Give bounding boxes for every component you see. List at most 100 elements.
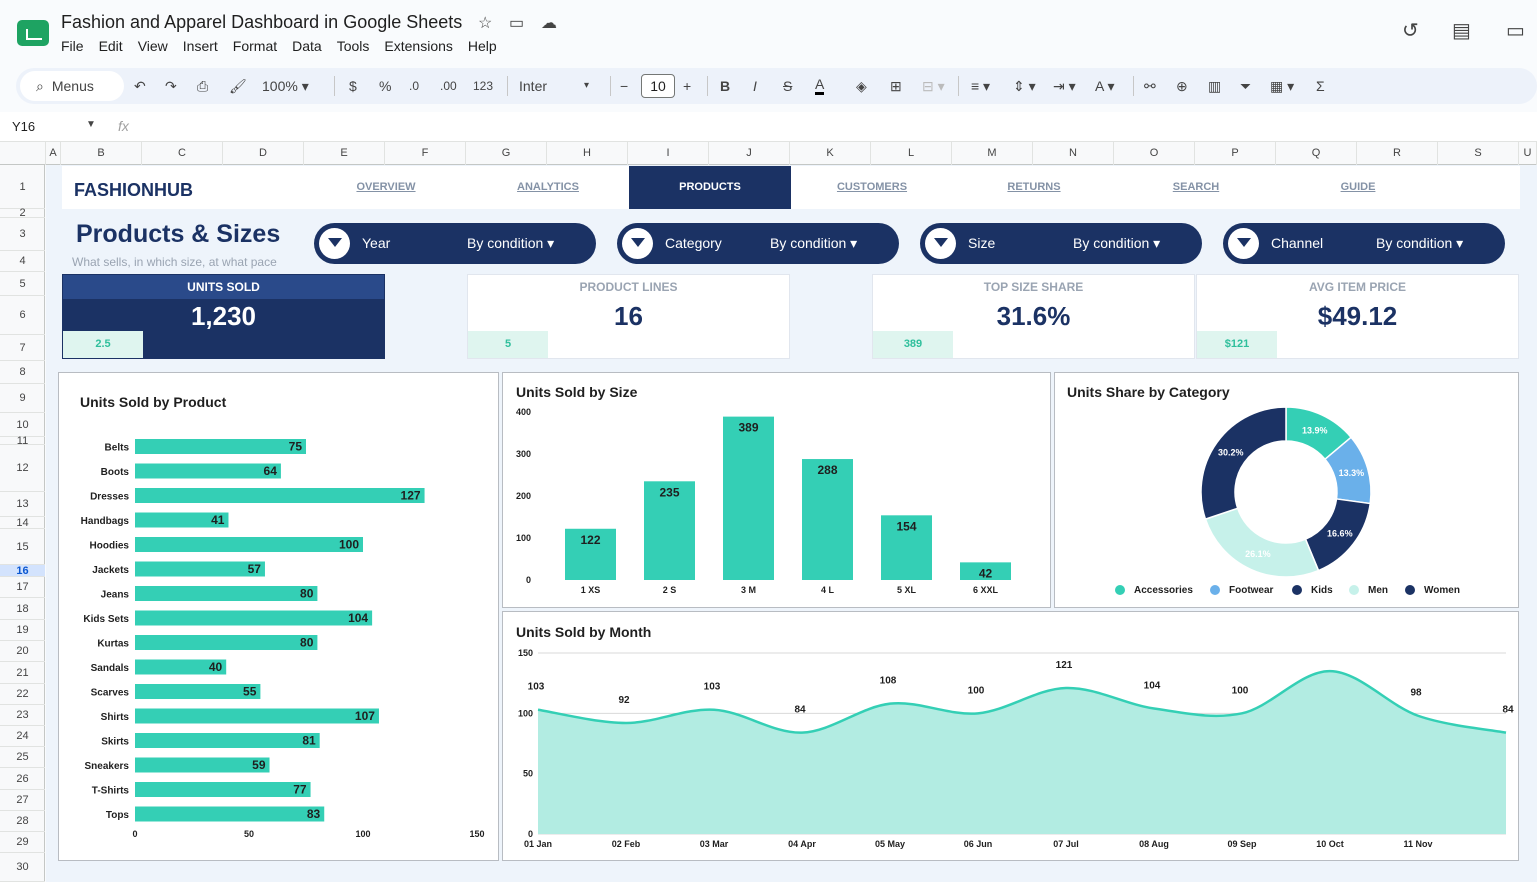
column-header-c[interactable]: C	[142, 142, 223, 165]
comments-icon[interactable]: ▤	[1452, 20, 1471, 42]
nav-returns[interactable]: RETURNS	[1007, 181, 1061, 193]
column-header-g[interactable]: G	[466, 142, 547, 165]
text-color-icon[interactable]: A	[815, 76, 825, 95]
column-header-k[interactable]: K	[790, 142, 871, 165]
insert-link-icon[interactable]: ⚯	[1144, 78, 1156, 94]
redo-icon[interactable]: ↷	[165, 78, 177, 94]
menu-help[interactable]: Help	[467, 38, 497, 54]
row-header-29[interactable]: 29	[0, 832, 45, 853]
document-title[interactable]: Fashion and Apparel Dashboard in Google …	[61, 12, 463, 32]
cloud-status-icon[interactable]: ☁	[541, 15, 557, 32]
column-header-f[interactable]: F	[385, 142, 466, 165]
select-all-corner[interactable]	[0, 142, 46, 165]
row-header-22[interactable]: 22	[0, 684, 45, 705]
menu-view[interactable]: View	[137, 38, 168, 54]
row-header-13[interactable]: 13	[0, 492, 45, 517]
decrease-font-size-icon[interactable]: −	[620, 78, 629, 94]
italic-icon[interactable]: I	[753, 78, 757, 94]
column-header-n[interactable]: N	[1033, 142, 1114, 165]
move-folder-icon[interactable]: ▭	[509, 15, 525, 32]
filter-condition-dropdown[interactable]: By condition ▾	[770, 235, 858, 251]
fill-color-icon[interactable]: ◈	[856, 78, 867, 94]
filter-views-icon[interactable]: ▦ ▾	[1270, 78, 1295, 94]
text-wrapping-icon[interactable]: ⇥ ▾	[1053, 78, 1076, 94]
column-header-p[interactable]: P	[1195, 142, 1276, 165]
column-header-q[interactable]: Q	[1276, 142, 1357, 165]
merge-cells-icon[interactable]: ⊟ ▾	[922, 78, 945, 94]
menu-tools[interactable]: Tools	[336, 38, 370, 54]
column-header-j[interactable]: J	[709, 142, 790, 165]
menu-format[interactable]: Format	[232, 38, 278, 54]
row-header-7[interactable]: 7	[0, 335, 45, 361]
column-header-i[interactable]: I	[628, 142, 709, 165]
column-header-u[interactable]: U	[1519, 142, 1537, 165]
row-header-8[interactable]: 8	[0, 361, 45, 384]
nav-customers[interactable]: CUSTOMERS	[836, 181, 908, 193]
menu-data[interactable]: Data	[292, 38, 322, 54]
font-size-input[interactable]: 10	[641, 74, 675, 98]
row-header-25[interactable]: 25	[0, 747, 45, 768]
row-header-16[interactable]: 16	[0, 565, 45, 577]
print-icon[interactable]: ⎙	[197, 78, 209, 94]
star-icon[interactable]: ☆	[478, 15, 493, 32]
menu-edit[interactable]: Edit	[98, 38, 123, 54]
zoom-select[interactable]: 100% ▾	[262, 78, 309, 94]
filter-year[interactable]: Year By condition ▾	[314, 223, 596, 264]
row-header-1[interactable]: 1	[0, 165, 45, 209]
vertical-align-icon[interactable]: ⇕ ▾	[1013, 78, 1036, 94]
nav-products[interactable]: PRODUCTS	[629, 166, 791, 209]
borders-icon[interactable]: ⊞	[890, 78, 902, 94]
row-header-17[interactable]: 17	[0, 577, 45, 598]
row-header-10[interactable]: 10	[0, 413, 45, 437]
name-box[interactable]: Y16	[12, 119, 36, 134]
dashboard-sheet[interactable]: FASHIONHUB OVERVIEW ANALYTICS PRODUCTS CUST…	[46, 165, 1537, 882]
decrease-decimal-button[interactable]: .0	[409, 79, 420, 93]
row-header-9[interactable]: 9	[0, 384, 45, 413]
row-header-19[interactable]: 19	[0, 620, 45, 641]
row-header-6[interactable]: 6	[0, 296, 45, 335]
nav-analytics[interactable]: ANALYTICS	[517, 181, 579, 193]
functions-icon[interactable]: Σ	[1316, 78, 1325, 94]
column-header-o[interactable]: O	[1114, 142, 1195, 165]
increase-decimal-button[interactable]: .00	[440, 79, 457, 93]
bold-icon[interactable]: B	[720, 78, 731, 94]
row-header-15[interactable]: 15	[0, 529, 45, 565]
menu-insert[interactable]: Insert	[182, 38, 218, 54]
row-header-26[interactable]: 26	[0, 768, 45, 790]
column-header-e[interactable]: E	[304, 142, 385, 165]
nav-overview[interactable]: OVERVIEW	[356, 181, 416, 193]
row-header-27[interactable]: 27	[0, 790, 45, 811]
row-header-21[interactable]: 21	[0, 662, 45, 684]
column-header-l[interactable]: L	[871, 142, 952, 165]
filter-condition-dropdown[interactable]: By condition ▾	[467, 235, 555, 251]
row-header-30[interactable]: 30	[0, 853, 45, 882]
font-select[interactable]: Inter	[519, 78, 548, 94]
strikethrough-icon[interactable]: S	[783, 78, 793, 94]
row-header-23[interactable]: 23	[0, 705, 45, 726]
filter-condition-dropdown[interactable]: By condition ▾	[1376, 235, 1464, 251]
menus-search[interactable]: ⌕ Menus	[20, 71, 124, 101]
menu-extensions[interactable]: Extensions	[384, 38, 453, 54]
name-box-chevron-icon[interactable]: ▼	[86, 119, 96, 130]
menu-file[interactable]: File	[61, 38, 84, 54]
row-header-24[interactable]: 24	[0, 726, 45, 747]
row-header-2[interactable]: 2	[0, 208, 45, 219]
column-header-d[interactable]: D	[223, 142, 304, 165]
percent-format-button[interactable]: %	[379, 78, 392, 94]
filter-channel[interactable]: Channel By condition ▾	[1223, 223, 1505, 264]
sheets-logo-icon[interactable]	[17, 20, 49, 46]
undo-icon[interactable]: ↶	[134, 78, 146, 94]
row-header-14[interactable]: 14	[0, 517, 45, 529]
number-format-button[interactable]: 123	[473, 79, 494, 93]
column-header-r[interactable]: R	[1357, 142, 1438, 165]
font-select-chevron-icon[interactable]: ▾	[584, 80, 590, 91]
row-header-11[interactable]: 11	[0, 436, 45, 447]
column-header-a[interactable]: A	[46, 142, 61, 165]
column-header-m[interactable]: M	[952, 142, 1033, 165]
filter-condition-dropdown[interactable]: By condition ▾	[1073, 235, 1161, 251]
row-header-12[interactable]: 12	[0, 445, 45, 492]
meet-icon[interactable]: ▭	[1506, 20, 1525, 42]
filter-category[interactable]: Category By condition ▾	[617, 223, 899, 264]
column-header-s[interactable]: S	[1438, 142, 1519, 165]
column-header-b[interactable]: B	[61, 142, 142, 165]
